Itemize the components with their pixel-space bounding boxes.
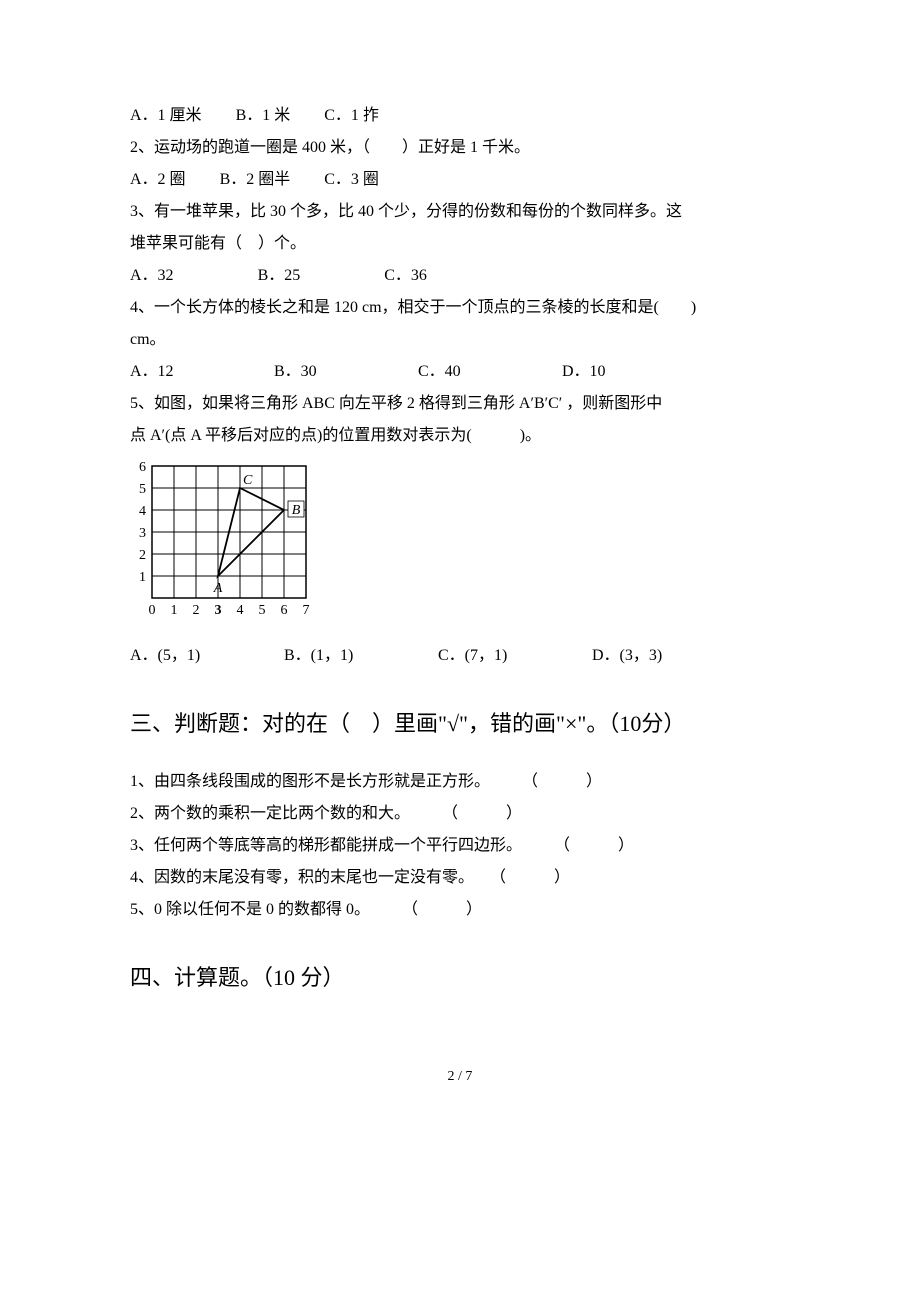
q4-line1: 4、一个长方体的棱长之和是 120 cm，相交于一个顶点的三条棱的长度和是( ) bbox=[130, 292, 790, 324]
q2-opt-b: B．2 圈半 bbox=[220, 164, 291, 196]
section3-heading: 三、判断题：对的在（ ）里画"√"，错的画"×"。（10分） bbox=[130, 700, 790, 748]
svg-text:6: 6 bbox=[139, 460, 146, 475]
q5-options: A．(5，1) B．(1，1) C．(7，1) D．(3，3) bbox=[130, 640, 790, 672]
page-footer: 2 / 7 bbox=[130, 1063, 790, 1091]
q3-line2: 堆苹果可能有（ ）个。 bbox=[130, 228, 790, 260]
q3-opt-b: B．25 bbox=[258, 260, 301, 292]
q4-opt-c: C．40 bbox=[418, 356, 558, 388]
q1-opt-a: A．1 厘米 bbox=[130, 100, 202, 132]
q4-opt-a: A．12 bbox=[130, 356, 270, 388]
q3-line1: 3、有一堆苹果，比 30 个多，比 40 个少，分得的份数和每份的个数同样多。这 bbox=[130, 196, 790, 228]
svg-text:C: C bbox=[243, 473, 253, 488]
judge-2: 2、两个数的乘积一定比两个数的和大。 （ ） bbox=[130, 798, 790, 830]
judge-4: 4、因数的末尾没有零，积的末尾也一定没有零。 （ ） bbox=[130, 862, 790, 894]
svg-text:3: 3 bbox=[215, 603, 222, 618]
svg-text:4: 4 bbox=[237, 603, 244, 618]
q5-line2: 点 A′(点 A 平移后对应的点)的位置用数对表示为( )。 bbox=[130, 420, 790, 452]
q1-opt-c: C．1 拃 bbox=[324, 100, 379, 132]
svg-text:4: 4 bbox=[139, 504, 146, 519]
q5-grid-svg: 12345601234567ABC bbox=[130, 460, 334, 620]
q1-opt-b: B．1 米 bbox=[236, 100, 291, 132]
q3-options: A．32 B．25 C．36 bbox=[130, 260, 790, 292]
q5-opt-d: D．(3，3) bbox=[592, 640, 662, 672]
q4-options: A．12 B．30 C．40 D．10 bbox=[130, 356, 790, 388]
svg-text:A: A bbox=[213, 581, 223, 596]
svg-text:B: B bbox=[292, 503, 301, 518]
svg-text:0: 0 bbox=[149, 603, 156, 618]
judge-3: 3、任何两个等底等高的梯形都能拼成一个平行四边形。 （ ） bbox=[130, 830, 790, 862]
q5-opt-b: B．(1，1) bbox=[284, 640, 434, 672]
q1-options: A．1 厘米 B．1 米 C．1 拃 bbox=[130, 100, 790, 132]
q5-opt-a: A．(5，1) bbox=[130, 640, 280, 672]
q2-text: 2、运动场的跑道一圈是 400 米，（ ）正好是 1 千米。 bbox=[130, 132, 790, 164]
svg-text:6: 6 bbox=[281, 603, 288, 618]
q2-opt-c: C．3 圈 bbox=[324, 164, 379, 196]
svg-text:5: 5 bbox=[139, 482, 146, 497]
q4-opt-b: B．30 bbox=[274, 356, 414, 388]
svg-text:7: 7 bbox=[303, 603, 310, 618]
svg-text:5: 5 bbox=[259, 603, 266, 618]
q3-opt-a: A．32 bbox=[130, 260, 174, 292]
svg-text:1: 1 bbox=[171, 603, 178, 618]
q5-chart: 12345601234567ABC bbox=[130, 460, 790, 632]
svg-text:3: 3 bbox=[139, 526, 146, 541]
q5-opt-c: C．(7，1) bbox=[438, 640, 588, 672]
q3-opt-c: C．36 bbox=[384, 260, 427, 292]
svg-text:1: 1 bbox=[139, 570, 146, 585]
judge-5: 5、0 除以任何不是 0 的数都得 0。 （ ） bbox=[130, 894, 790, 926]
q2-opt-a: A．2 圈 bbox=[130, 164, 186, 196]
q2-options: A．2 圈 B．2 圈半 C．3 圈 bbox=[130, 164, 790, 196]
q4-opt-d: D．10 bbox=[562, 356, 606, 388]
judge-1: 1、由四条线段围成的图形不是长方形就是正方形。 （ ） bbox=[130, 766, 790, 798]
section4-heading: 四、计算题。（10 分） bbox=[130, 954, 790, 1002]
q4-line2: cm。 bbox=[130, 324, 790, 356]
q5-line1: 5、如图，如果将三角形 ABC 向左平移 2 格得到三角形 A′B′C′ ，则新… bbox=[130, 388, 790, 420]
svg-text:2: 2 bbox=[193, 603, 200, 618]
svg-text:2: 2 bbox=[139, 548, 146, 563]
